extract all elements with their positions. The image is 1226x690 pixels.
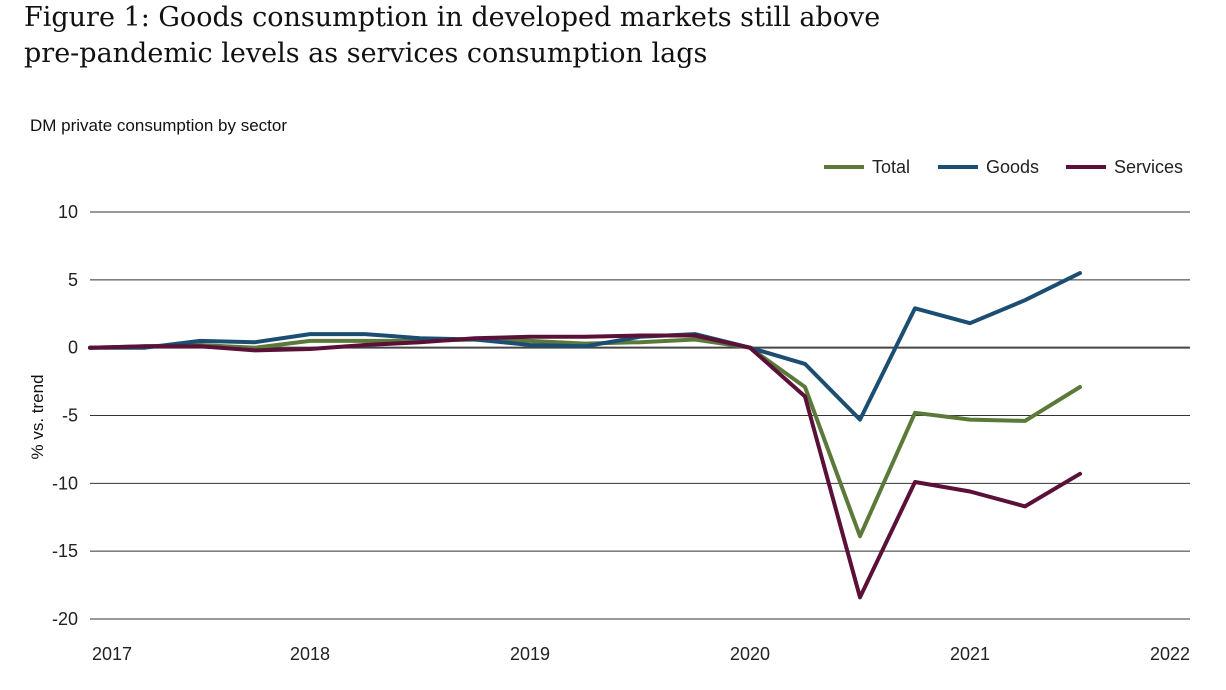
x-tick-label: 2019 (510, 644, 550, 664)
legend: Total Goods Services (824, 157, 1183, 177)
y-tick-label: -10 (52, 473, 78, 493)
y-tick-label: 5 (68, 270, 78, 290)
legend-label: Goods (986, 157, 1039, 177)
x-tick-label: 2022 (1150, 644, 1190, 664)
y-tick-label: -5 (62, 406, 78, 426)
series-line-goods (88, 271, 1082, 422)
y-axis-ticks: 10 5 0 -5 -10 -15 -20 (52, 202, 78, 629)
x-tick-label: 2017 (92, 644, 132, 664)
y-tick-label: 0 (68, 338, 78, 358)
legend-item-total: Total (824, 157, 910, 177)
legend-label: Services (1114, 157, 1183, 177)
x-tick-label: 2021 (950, 644, 990, 664)
series-line-total (88, 337, 1082, 539)
x-tick-label: 2018 (290, 644, 330, 664)
series-lines (88, 271, 1082, 600)
chart-title-line-2: pre-pandemic levels as services consumpt… (24, 38, 708, 69)
series-line-services (88, 333, 1082, 600)
legend-label: Total (872, 157, 910, 177)
y-tick-label: -20 (52, 609, 78, 629)
gridlines (90, 211, 1190, 620)
chart-subtitle: DM private consumption by sector (30, 116, 287, 135)
legend-item-goods: Goods (938, 157, 1039, 177)
legend-item-services: Services (1066, 157, 1183, 177)
chart-title-line-1: Figure 1: Goods consumption in developed… (24, 2, 881, 33)
y-tick-label: -15 (52, 541, 78, 561)
y-tick-label: 10 (58, 202, 78, 222)
y-axis-label: % vs. trend (28, 374, 47, 459)
chart-title: Figure 1: Goods consumption in developed… (24, 0, 1124, 72)
x-axis-ticks: 2017 2018 2019 2020 2021 2022 (92, 644, 1190, 664)
x-tick-label: 2020 (730, 644, 770, 664)
